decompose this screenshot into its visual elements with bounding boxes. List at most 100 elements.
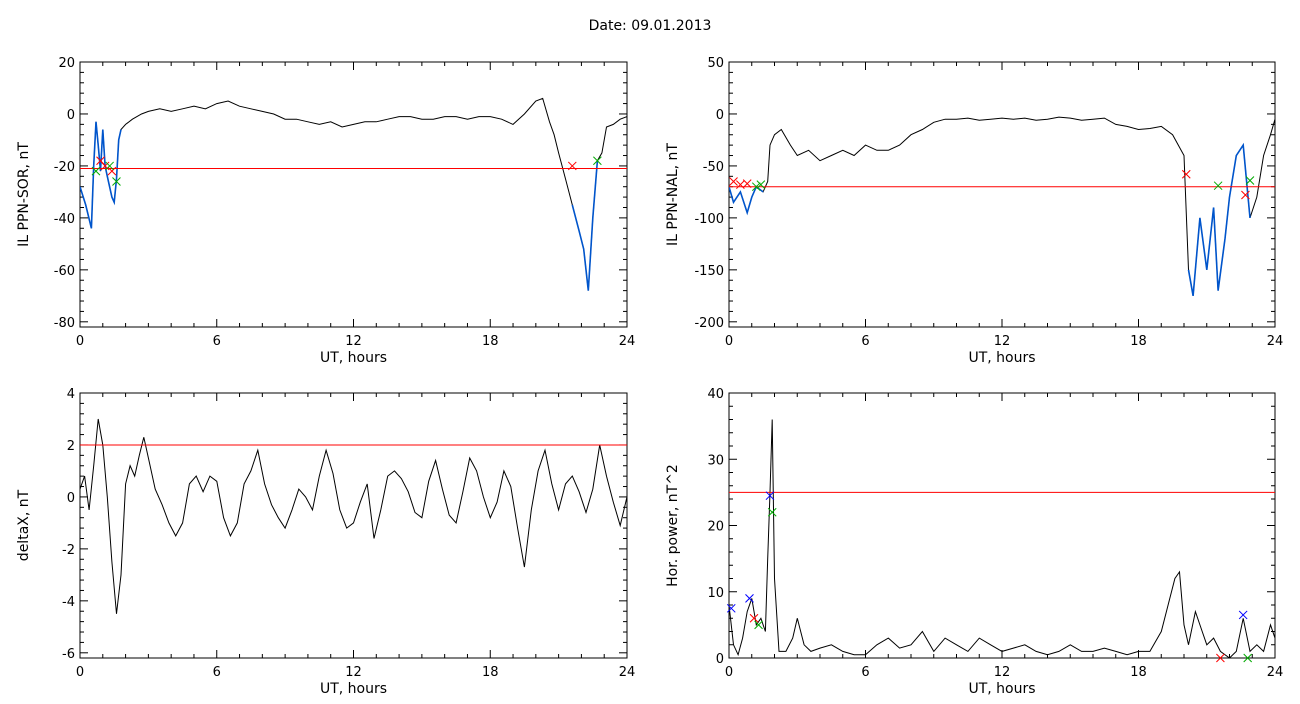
marker-stroke [729, 177, 738, 186]
plot-frame [79, 61, 628, 328]
marker-stroke [100, 161, 110, 171]
event-marker [1213, 181, 1223, 191]
data-trace [80, 97, 627, 291]
event-marker [1181, 169, 1191, 179]
y-tick-label: -200 [694, 316, 724, 331]
event-marker [726, 603, 736, 613]
y-tick-label: 10 [707, 586, 724, 601]
data-trace [729, 116, 1275, 296]
marker-stroke [1245, 176, 1255, 185]
x-tick-label: 12 [994, 334, 1011, 349]
y-tick-label: 0 [716, 108, 724, 123]
x-tick-label: 6 [861, 334, 869, 349]
y-tick-label: 30 [707, 453, 724, 468]
y-axis-label: IL PPN-NAL, nT [665, 143, 681, 246]
event-marker [593, 156, 602, 166]
y-tick-label: -150 [694, 264, 724, 279]
y-tick-label: -6 [62, 647, 75, 662]
y-tick-label: -2 [62, 543, 75, 558]
y-axis-label: IL PPN-SOR, nT [16, 142, 32, 247]
x-tick-label: 24 [1267, 665, 1284, 680]
y-tick-label: -80 [54, 316, 75, 331]
x-tick-label: 0 [725, 334, 733, 349]
marker-stroke [1238, 610, 1248, 620]
event-marker [567, 161, 577, 171]
x-axis-label: UT, hours [320, 681, 387, 697]
x-tick-label: 24 [1267, 334, 1284, 349]
data-trace [729, 419, 1275, 658]
y-axis-label: deltaX, nT [16, 489, 32, 561]
event-marker [1238, 610, 1248, 620]
x-tick-label: 18 [482, 665, 499, 680]
y-tick-label: -4 [62, 595, 75, 610]
y-tick-label: -50 [703, 160, 724, 175]
y-tick-label: -40 [54, 212, 75, 227]
marker-stroke [567, 161, 577, 171]
y-tick-label: 20 [58, 56, 75, 71]
marker-stroke [1216, 653, 1225, 663]
marker-stroke [96, 156, 105, 166]
marker-stroke [112, 177, 121, 186]
event-marker [767, 507, 777, 517]
x-axis-label: UT, hours [968, 681, 1035, 697]
event-marker [1241, 190, 1250, 200]
event-marker [1216, 653, 1225, 663]
marker-stroke [754, 620, 763, 630]
event-marker [754, 620, 763, 630]
x-tick-label: 18 [1130, 334, 1147, 349]
marker-stroke [765, 491, 775, 501]
chart-panel-4: 0 6 12 18 24 0 10 20 30 40 UT, hours Hor. power, nT… [665, 387, 1283, 697]
event-marker [751, 182, 761, 192]
data-trace [80, 418, 627, 614]
y-axis-label: Hor. power, nT^2 [665, 464, 681, 587]
x-tick-label: 12 [345, 334, 362, 349]
y-tick-label: 0 [716, 652, 724, 667]
y-tick-label: 2 [67, 439, 75, 454]
figure-title: Date: 09.01.2013 [588, 18, 712, 34]
event-marker [756, 180, 766, 189]
marker-stroke [726, 603, 736, 613]
x-tick-label: 0 [76, 665, 84, 680]
event-marker [765, 491, 775, 501]
x-axis-label: UT, hours [968, 350, 1035, 366]
marker-stroke [593, 156, 602, 166]
x-axis-label: UT, hours [320, 350, 387, 366]
y-tick-label: 4 [67, 387, 75, 402]
highlight-trace [571, 160, 599, 291]
x-tick-label: 24 [619, 665, 636, 680]
marker-stroke [756, 180, 766, 189]
event-marker [1245, 176, 1255, 185]
y-tick-label: 0 [67, 491, 75, 506]
x-tick-label: 6 [213, 334, 221, 349]
marker-stroke [105, 161, 114, 171]
plot-frame [79, 392, 628, 659]
x-tick-label: 18 [482, 334, 499, 349]
marker-stroke [1241, 190, 1250, 200]
event-marker [745, 594, 754, 603]
event-marker [91, 166, 101, 176]
marker-stroke [751, 182, 761, 192]
x-tick-label: 6 [213, 665, 221, 680]
x-tick-label: 12 [994, 665, 1011, 680]
event-marker [112, 177, 121, 186]
y-tick-label: -100 [694, 212, 724, 227]
event-marker [100, 161, 110, 171]
x-tick-label: 0 [725, 665, 733, 680]
y-tick-label: 20 [707, 520, 724, 535]
x-tick-label: 0 [76, 334, 84, 349]
event-marker [749, 613, 759, 623]
highlight-trace [1187, 142, 1251, 296]
highlight-trace [80, 121, 122, 229]
marker-stroke [767, 507, 777, 517]
event-marker [105, 161, 114, 171]
marker-stroke [1243, 653, 1253, 663]
x-tick-label: 18 [1130, 665, 1147, 680]
event-marker [1243, 653, 1253, 663]
marker-stroke [745, 594, 754, 603]
chart-panel-2: 0 6 12 18 24 -200 -150 -100 -50 0 50 UT, hours IL PP… [665, 56, 1283, 366]
plot-frame [728, 392, 1276, 659]
event-marker [742, 179, 752, 188]
y-tick-label: 40 [707, 387, 724, 402]
